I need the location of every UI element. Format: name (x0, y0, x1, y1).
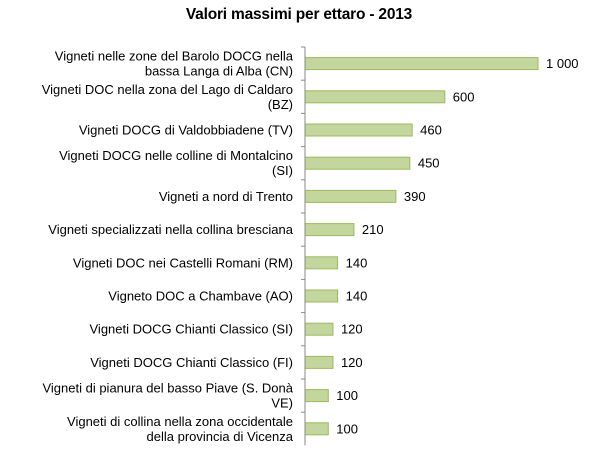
category-label: Vigneti nelle zone del Barolo DOCG nella… (55, 49, 294, 79)
category-label: Vigneti DOCG Chianti Classico (SI) (90, 322, 294, 337)
bar (304, 123, 413, 137)
data-label: 120 (341, 322, 363, 337)
category-label: Vigneti di collina nella zona occidental… (67, 414, 294, 444)
category-label: Vigneti DOCG di Valdobbiadene (TV) (79, 123, 293, 138)
data-label: 460 (420, 123, 442, 138)
data-label: 140 (346, 289, 368, 304)
bar (304, 156, 411, 170)
data-label: 100 (336, 388, 358, 403)
category-label: Vigneti DOC nei Castelli Romani (RM) (73, 255, 293, 270)
category-label: Vigneti specializzati nella collina bres… (48, 222, 294, 237)
bar (304, 422, 329, 436)
bar (304, 223, 355, 237)
data-label: 140 (346, 255, 368, 270)
data-label: 450 (418, 156, 440, 171)
category-label: Vigneto DOC a Chambave (AO) (108, 289, 293, 304)
data-label: 210 (362, 222, 384, 237)
chart-title: Valori massimi per ettaro - 2013 (185, 6, 413, 23)
bar (304, 389, 329, 403)
bar (304, 57, 539, 71)
data-label: 100 (336, 421, 358, 436)
data-label: 1 000 (546, 56, 579, 71)
data-label: 390 (404, 189, 426, 204)
bar (304, 322, 334, 336)
category-label: Vigneti DOCG nelle colline di Montalcino… (59, 148, 293, 178)
data-label: 120 (341, 355, 363, 370)
category-label: Vigneti DOC nella zona del Lago di Calda… (42, 82, 293, 112)
category-label: Vigneti DOCG Chianti Classico (FI) (90, 355, 293, 370)
bar (304, 90, 446, 104)
bar (304, 355, 334, 369)
bar (304, 189, 397, 203)
data-label: 600 (453, 89, 475, 104)
category-label: Vigneti a nord di Trento (159, 189, 293, 204)
bar (304, 256, 339, 270)
bar (304, 289, 339, 303)
category-label: Vigneti di pianura del basso Piave (S. D… (42, 381, 293, 411)
